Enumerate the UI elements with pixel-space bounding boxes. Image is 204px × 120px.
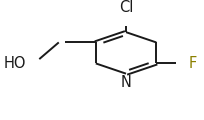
Text: HO: HO <box>3 56 26 71</box>
Text: N: N <box>121 75 131 90</box>
Text: F: F <box>188 56 197 71</box>
Text: Cl: Cl <box>119 0 133 15</box>
